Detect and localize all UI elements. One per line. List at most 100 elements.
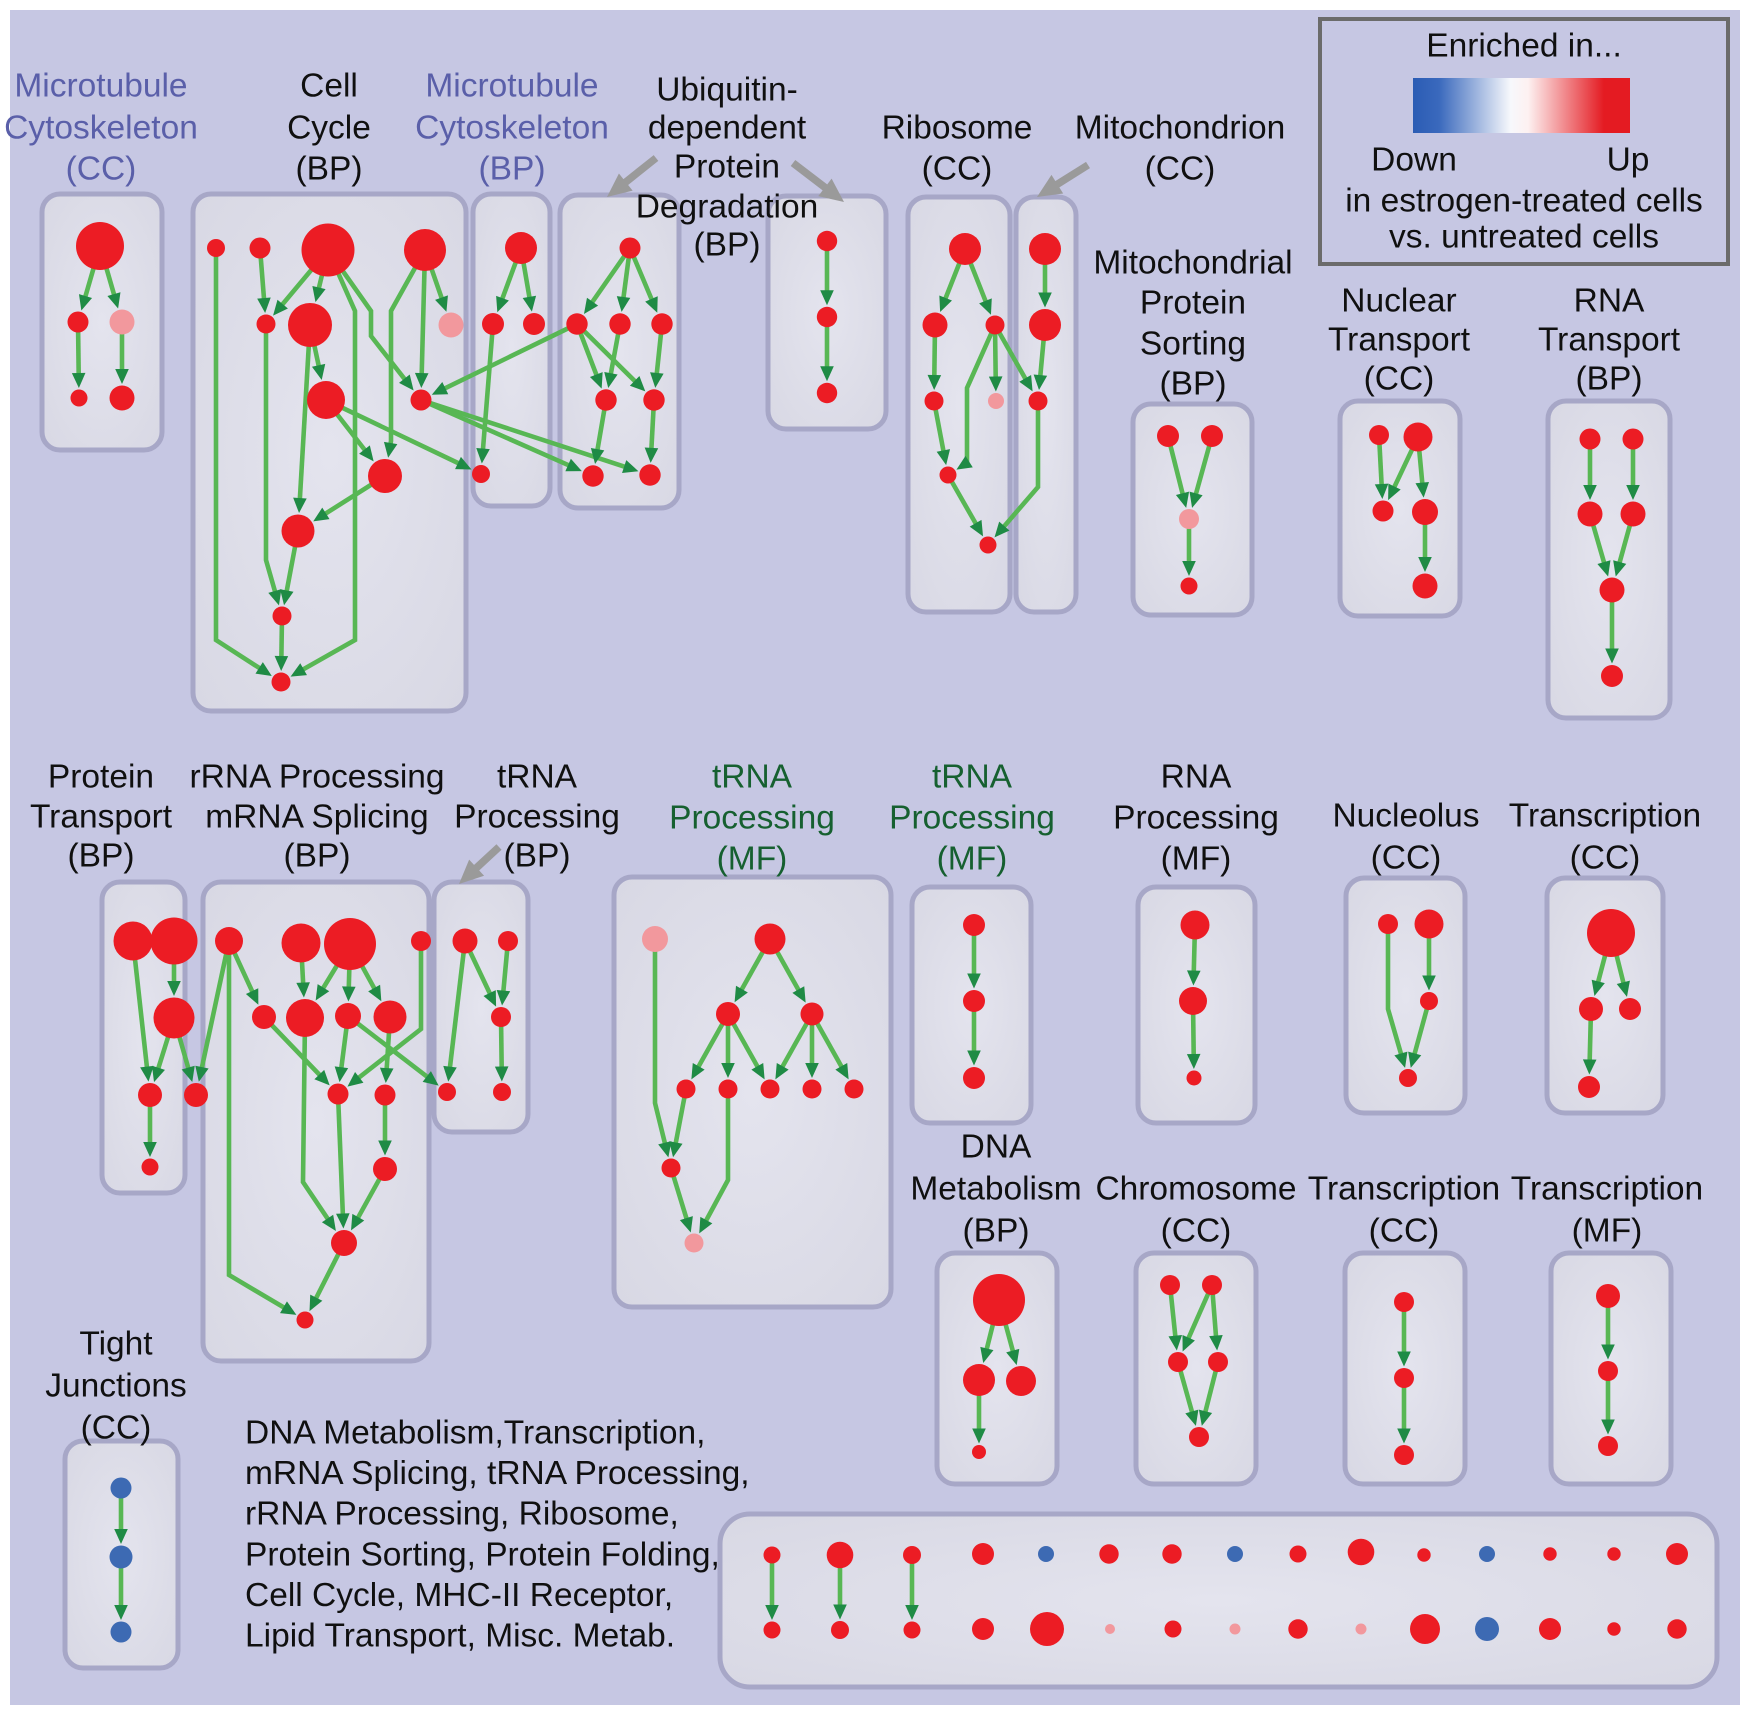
edge-p4-p6-head <box>143 1142 157 1157</box>
node-k6t-red <box>1099 1544 1119 1564</box>
node-x3-red <box>438 1083 456 1101</box>
node-nt2-red <box>1403 422 1433 452</box>
group-label-mito-sorting-line1: Protein <box>1140 285 1246 322</box>
group-label-mt-bp-line1: Cytoskeleton <box>415 110 609 147</box>
edge-m3-m5-head <box>115 369 129 384</box>
edge-g11-g12-head <box>351 1213 365 1231</box>
ubiquitin-right-pointer-shaft <box>790 160 829 192</box>
node-m3-pink <box>109 309 135 335</box>
edge-u2-u6-head <box>629 376 646 392</box>
node-k4b-red <box>972 1618 994 1640</box>
edge-c4-c10-shaft <box>388 248 428 446</box>
group-label-trna-mf-large-line0: tRNA <box>712 759 793 796</box>
node-v1-red <box>1394 1292 1414 1312</box>
node-s4-red <box>1180 577 1198 595</box>
group-label-cell-cycle-line2: (BP) <box>296 151 363 188</box>
edge-c3-c6-head <box>312 285 326 303</box>
node-k7b-red <box>1164 1620 1182 1638</box>
group-label-trna-bp-line0: tRNA <box>497 759 578 796</box>
edge-x2-x4-head <box>496 989 511 1006</box>
edge-t1-t3-head <box>522 295 537 312</box>
node-p1-red <box>113 921 153 961</box>
edge-tc2-tc4-head <box>1582 1059 1597 1075</box>
edge-g1-p5-shaft <box>199 940 232 1070</box>
node-q2-red <box>963 990 985 1012</box>
node-g1-red <box>215 927 243 955</box>
edge-f1-f10-shaft <box>652 939 668 1146</box>
edge-g9-g12-shaft <box>335 1093 346 1216</box>
group-label-trna-mf-small-line2: (MF) <box>937 841 1008 878</box>
edge-mt2-mt3-head <box>1033 374 1048 391</box>
group-label-transcription-cc-b-line0: Transcription <box>1308 1171 1500 1208</box>
node-k5t-blue <box>1038 1546 1054 1562</box>
edge-c5-c12-shaft <box>263 324 278 594</box>
edge-nt1-nt3-head <box>1374 483 1389 500</box>
node-u7-red <box>582 465 604 487</box>
node-w2-red <box>1179 987 1207 1015</box>
group-label-mito-sorting-line0: Mitochondrial <box>1093 245 1292 282</box>
node-v3-red <box>1394 1445 1414 1465</box>
group-label-ubiquitin-line4: (BP) <box>694 227 761 264</box>
edge-u2-c9-head <box>431 382 449 395</box>
edge-s1-s3-head <box>1175 491 1190 508</box>
group-label-tight-junctions-line1: Junctions <box>45 1368 187 1405</box>
edge-g3-g7-head <box>342 986 356 1002</box>
edge-p3-p4-head <box>151 1065 165 1083</box>
edge-f3-f7-head <box>751 1062 765 1080</box>
node-k14b-red <box>1607 1622 1621 1636</box>
node-p6-red <box>141 1158 159 1176</box>
edge-mt1-mt2-head <box>1038 292 1052 308</box>
node-c6-red <box>288 303 332 347</box>
group-label-trna-bp-line1: Processing <box>454 799 620 836</box>
edge-g2-g6-head <box>296 982 310 998</box>
node-x4-red <box>491 1007 511 1027</box>
group-label-nucleolus-line0: Nucleolus <box>1332 798 1479 835</box>
group-label-trna-mf-small-line0: tRNA <box>932 759 1013 796</box>
group-label-mitochondrion-line1: (CC) <box>1145 151 1216 188</box>
group-label-rna-processing-line2: (MF) <box>1161 841 1232 878</box>
node-c11-red <box>281 514 315 548</box>
edge-tc1-tc2-head <box>1591 979 1605 996</box>
node-v2-red <box>1394 1368 1414 1388</box>
node-c4-red <box>404 229 446 271</box>
edge-v2-v3-head <box>1397 1428 1411 1444</box>
node-j1-blue <box>110 1477 132 1499</box>
edge-x1-x3-shaft <box>447 940 468 1069</box>
node-k11b-red <box>1410 1614 1440 1644</box>
node-k10b-pink <box>1355 1623 1367 1635</box>
edge-rt5-rt6-head <box>1605 648 1619 664</box>
edge-c8-t4-shaft <box>325 397 461 466</box>
edge-f1-f10-head <box>658 1141 672 1158</box>
group-label-trna-mf-large-line2: (MF) <box>717 841 788 878</box>
misc-note-line1: mRNA Splicing, tRNA Processing, <box>245 1455 750 1492</box>
edge-c8-t4-head <box>455 456 472 470</box>
node-g13-red <box>296 1311 314 1329</box>
edge-g1-g13-head <box>280 1301 297 1315</box>
edge-nu1-nu4-shaft <box>1385 924 1404 1057</box>
node-z1-red <box>1596 1284 1620 1308</box>
group-label-tight-junctions-line0: Tight <box>79 1326 153 1363</box>
edge-d2-d4-head <box>972 1428 986 1444</box>
node-c8-red <box>307 381 345 419</box>
edge-rt4-rt5-head <box>1613 560 1627 577</box>
edge-nu2-nu3-head <box>1422 975 1436 991</box>
edge-s2-s3-head <box>1189 491 1203 508</box>
edge-u2-u6-shaft <box>575 322 638 384</box>
node-c5-red <box>256 314 276 334</box>
node-k2b-red <box>831 1621 849 1639</box>
edge-j2-j3-head <box>114 1605 128 1620</box>
edge-g7-g9-head <box>334 1066 349 1083</box>
node-k3b-red <box>903 1621 921 1639</box>
edge-p2-p3-head <box>167 981 181 996</box>
trna-bp-pointer-shaft <box>472 844 502 872</box>
node-rt5-red <box>1599 577 1625 603</box>
group-label-ubiquitin-line2: Protein <box>674 149 780 186</box>
edge-c9-u8-shaft <box>420 397 627 470</box>
edge-r3-mt3-shaft <box>992 323 1029 382</box>
group-label-ubiquitin-line1: dependent <box>648 110 807 147</box>
edge-rt1-rt3-head <box>1583 485 1597 500</box>
edge-c5-c12-head <box>268 589 282 606</box>
node-x2-red <box>498 931 518 951</box>
edge-r4-r6-head <box>936 449 951 466</box>
